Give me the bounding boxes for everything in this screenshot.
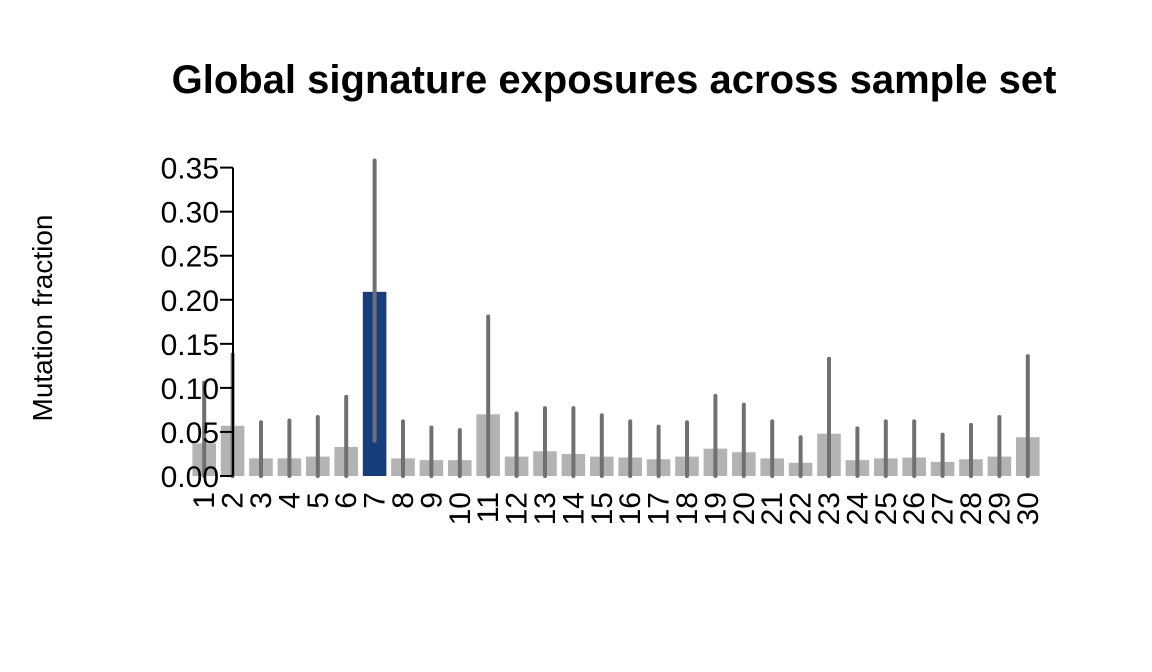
x-tick-label-12: 12 [501,492,534,525]
x-tick-label-10: 10 [444,492,477,525]
y-tick-label-0.25: 0.25 [161,241,219,274]
x-tick-label-25: 25 [870,492,903,525]
x-tick-label-28: 28 [955,492,988,525]
x-tick-label-17: 17 [643,492,676,525]
x-tick-label-7: 7 [359,492,392,509]
x-tick-label-4: 4 [273,492,306,509]
x-tick-label-22: 22 [785,492,818,525]
x-tick-label-8: 8 [387,492,420,509]
y-axis: 0.00 0.05 0.10 0.15 0.20 0.25 0.30 0.35 [161,153,234,494]
x-tick-label-2: 2 [217,492,250,509]
x-tick-label-27: 27 [927,492,960,525]
y-tick-label-0.35: 0.35 [161,153,219,186]
y-tick-label-0.00: 0.00 [161,461,219,494]
x-tick-labels: 1234567891011121314151617181920212223242… [188,492,1045,525]
x-tick-label-15: 15 [586,492,619,525]
y-tick-label-0.30: 0.30 [161,197,219,230]
x-tick-label-3: 3 [245,492,278,509]
y-axis-label: Mutation fraction [27,215,58,422]
x-tick-label-13: 13 [529,492,562,525]
x-tick-label-9: 9 [415,492,448,509]
x-tick-label-11: 11 [472,492,505,523]
chart-title: Global signature exposures across sample… [172,58,1057,102]
x-tick-label-21: 21 [756,492,789,525]
errorbars-group [202,158,1030,478]
y-tick-label-0.10: 0.10 [161,373,219,406]
x-tick-label-18: 18 [671,492,704,525]
x-tick-label-24: 24 [841,492,874,525]
y-tick-label-0.15: 0.15 [161,329,219,362]
x-tick-label-30: 30 [1012,492,1045,525]
x-tick-label-5: 5 [302,492,335,509]
x-tick-label-1: 1 [188,492,221,509]
x-tick-label-14: 14 [557,492,590,525]
x-tick-label-29: 29 [983,492,1016,525]
x-tick-label-19: 19 [699,492,732,525]
x-tick-label-6: 6 [330,492,363,509]
y-tick-label-0.20: 0.20 [161,285,219,318]
x-tick-label-26: 26 [898,492,931,525]
x-tick-label-23: 23 [813,492,846,525]
y-tick-label-0.05: 0.05 [161,417,219,450]
x-tick-label-20: 20 [728,492,761,525]
x-tick-label-16: 16 [614,492,647,525]
